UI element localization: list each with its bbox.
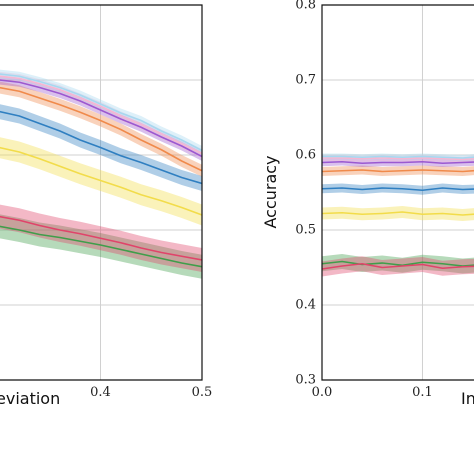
series-line <box>322 262 474 270</box>
series-line <box>0 75 202 155</box>
series-line <box>0 73 202 152</box>
series-line <box>0 146 202 216</box>
x-tick-label: 0.1 <box>412 385 433 400</box>
left-tick-labels: 0.4 0.5 <box>90 385 212 400</box>
left-axes-frame <box>0 4 203 381</box>
left-gridlines <box>0 5 202 380</box>
y-tick-label: 0.4 <box>295 298 316 313</box>
series-band <box>0 214 202 279</box>
right-x-axis-label: In <box>461 389 474 408</box>
series-line <box>0 110 202 185</box>
left-chart-panel: 0.4 0.5 eviation <box>0 4 212 408</box>
series-line <box>322 260 474 267</box>
series-line <box>322 211 474 216</box>
series-line <box>0 225 202 268</box>
series-line <box>322 160 474 165</box>
left-series-lines <box>0 73 202 268</box>
right-gridlines <box>322 5 474 380</box>
series-line <box>322 157 474 161</box>
series-band <box>322 254 474 274</box>
series-line <box>322 169 474 173</box>
right-y-axis-label: Accuracy <box>261 155 280 228</box>
right-tick-labels: 0.0 0.1 0.3 0.4 0.5 0.6 0.7 0.8 <box>295 0 433 400</box>
series-band <box>0 71 202 158</box>
left-x-axis-label: eviation <box>0 389 60 408</box>
right-axes-frame <box>321 4 474 381</box>
y-tick-label: 0.8 <box>295 0 316 13</box>
series-line <box>322 187 474 192</box>
x-tick-label: 0.0 <box>312 385 333 400</box>
x-tick-label: 0.4 <box>90 385 111 400</box>
y-tick-label: 0.6 <box>295 148 316 163</box>
y-tick-label: 0.7 <box>295 73 316 88</box>
series-band <box>0 81 202 177</box>
right-chart-panel: 0.0 0.1 0.3 0.4 0.5 0.6 0.7 0.8 Accuracy In <box>261 0 474 408</box>
series-line <box>322 155 474 159</box>
series-line <box>0 79 202 158</box>
series-band <box>0 75 202 161</box>
right-series-lines <box>322 155 474 270</box>
y-tick-label: 0.5 <box>295 223 316 238</box>
series-line <box>0 215 202 261</box>
right-confidence-bands <box>322 153 474 277</box>
series-band <box>322 206 474 221</box>
series-line <box>0 86 202 172</box>
x-tick-label: 0.5 <box>192 385 213 400</box>
y-tick-label: 0.3 <box>295 373 316 388</box>
